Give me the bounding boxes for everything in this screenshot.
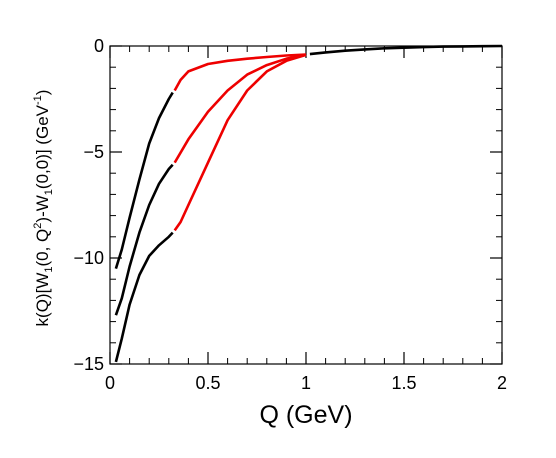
y-tick-label: −5 bbox=[83, 142, 104, 162]
x-axis-label: Q (GeV) bbox=[259, 401, 352, 429]
series-line-1 bbox=[114, 91, 174, 269]
major-ticks bbox=[109, 45, 503, 365]
series-line-7 bbox=[309, 44, 503, 56]
series-line-2 bbox=[114, 163, 174, 316]
y-tick-label: −15 bbox=[73, 354, 104, 374]
series-line-6 bbox=[173, 53, 307, 232]
series-line-5 bbox=[173, 53, 307, 164]
plot-frame bbox=[109, 45, 503, 365]
x-tick-label: 1.5 bbox=[391, 373, 416, 393]
x-tick-label: 1 bbox=[301, 373, 311, 393]
y-tick-label: 0 bbox=[94, 36, 104, 56]
y-axis-label: k(Q)[W1(0, Q2)-W1(0,0)] (GeV-1) bbox=[32, 90, 55, 327]
minor-ticks bbox=[110, 46, 502, 364]
y-tick-labels: 0 −5 −10 −15 bbox=[73, 36, 104, 374]
x-tick-label: 0 bbox=[105, 373, 115, 393]
x-tick-label: 0.5 bbox=[195, 373, 220, 393]
y-tick-label: −10 bbox=[73, 248, 104, 268]
series-line-3 bbox=[114, 231, 174, 363]
series-line-4 bbox=[173, 53, 307, 92]
x-tick-labels: 0 0.5 1 1.5 2 bbox=[105, 373, 507, 393]
series-layer bbox=[114, 44, 503, 363]
x-tick-label: 2 bbox=[497, 373, 507, 393]
